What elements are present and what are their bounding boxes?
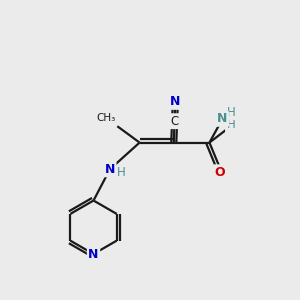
Text: O: O	[214, 166, 225, 179]
Text: CH₃: CH₃	[97, 113, 116, 123]
Text: N: N	[217, 112, 228, 125]
Text: N: N	[105, 163, 115, 176]
Text: C: C	[170, 115, 179, 128]
Text: H: H	[117, 167, 125, 179]
Text: H: H	[226, 118, 235, 131]
Text: H: H	[226, 106, 235, 119]
Text: N: N	[170, 95, 181, 108]
Text: N: N	[88, 248, 99, 260]
